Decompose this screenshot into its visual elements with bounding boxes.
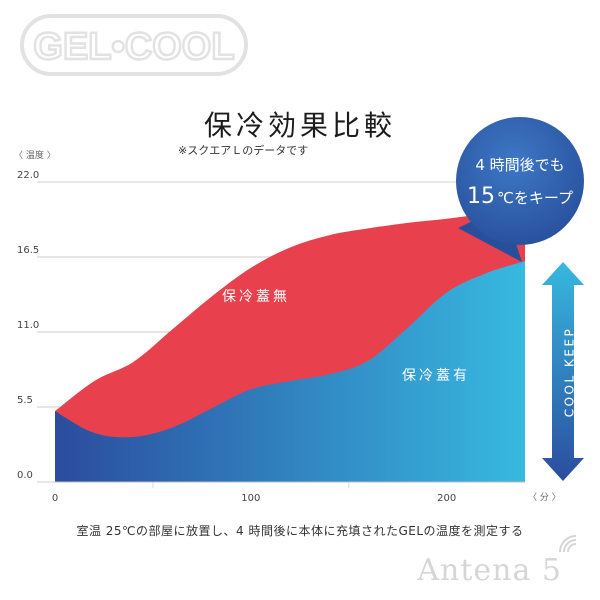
cool-keep-label: COOL KEEP bbox=[563, 327, 577, 418]
gel-cool-logo: GEL•COOL bbox=[20, 14, 248, 76]
wifi-signal-icon bbox=[559, 535, 577, 553]
x-tick-label: 100 bbox=[241, 493, 260, 504]
y-tick-label: 22.0 bbox=[17, 170, 39, 181]
chart-title: 保冷効果比較 bbox=[203, 109, 396, 142]
series-area-with-lid bbox=[55, 261, 525, 482]
cool-keep-arrow: COOL KEEP bbox=[542, 262, 584, 481]
x-tick-label: 200 bbox=[437, 493, 456, 504]
callout-bubble: 4 時間後でも 15 ℃をキープ bbox=[456, 117, 584, 262]
y-axis-label: 〈 温度 〉 bbox=[14, 149, 56, 161]
y-tick-label: 16.5 bbox=[17, 245, 39, 256]
callout-line-2: 15 ℃をキープ bbox=[467, 184, 573, 209]
y-tick-label: 11.0 bbox=[17, 320, 39, 331]
logo-text: GEL•COOL bbox=[33, 26, 234, 68]
measurement-caption: 室温 25℃の部屋に放置し、4 時間後に本体に充填されたGELの温度を測定する bbox=[76, 524, 524, 538]
watermark-text: Antena 5 bbox=[417, 553, 562, 588]
series-label-with-lid: 保冷蓋有 bbox=[402, 368, 470, 384]
x-axis-label: 〈 分 〉 bbox=[528, 492, 561, 503]
x-tick-label: 0 bbox=[52, 493, 58, 504]
data-note: ※スクエアＬのデータです bbox=[178, 144, 309, 157]
callout-line-1: 4 時間後でも bbox=[475, 156, 564, 174]
series-label-no-lid: 保冷蓋無 bbox=[222, 289, 290, 305]
y-tick-label: 0.0 bbox=[17, 470, 33, 481]
y-tick-label: 5.5 bbox=[17, 395, 33, 406]
